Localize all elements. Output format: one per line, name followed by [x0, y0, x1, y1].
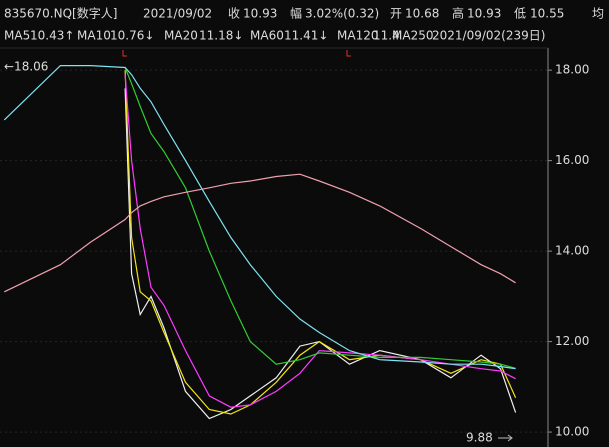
quote-label: 开: [390, 7, 402, 21]
quote-value: 10.93: [467, 7, 501, 21]
legend-name: MA250: [392, 29, 433, 43]
marker: [346, 50, 351, 57]
quote-value: 10.55: [530, 7, 564, 21]
y-tick-label: 16.00: [555, 153, 589, 167]
legend-value: 11.41↓: [284, 29, 328, 43]
quote-value: 3.02%(0.32): [305, 7, 379, 21]
quote-label: 幅: [290, 6, 302, 21]
legend-name: MA20: [164, 29, 198, 43]
quote-label: 收: [228, 7, 240, 21]
series-line: [124, 70, 517, 415]
symbol: 835670.NQ[数字人]: [4, 6, 117, 21]
series-line: [124, 88, 517, 420]
annotation: 9.88: [466, 431, 493, 445]
marker: [122, 50, 127, 57]
quote-value: 10.68: [405, 7, 439, 21]
y-tick-label: 14.00: [555, 244, 589, 258]
legend-name: MA5: [4, 29, 30, 43]
series-line: [124, 67, 516, 369]
series-line: [4, 173, 516, 293]
legend-value: 11.4: [373, 29, 400, 43]
annotation: ←18.06: [4, 60, 48, 74]
annotation-arrow: [507, 434, 513, 442]
y-tick-label: 12.00: [555, 334, 589, 348]
quote-value: 10.93: [243, 7, 277, 21]
y-tick-label: 18.00: [555, 63, 589, 77]
series-line: [3, 65, 516, 370]
legend-name: MA10: [77, 29, 111, 43]
range-label: 2021/09/02(239日): [432, 29, 545, 43]
quote-label: 低: [514, 7, 526, 21]
date: 2021/09/02: [143, 7, 212, 21]
legend-value: 10.76↓: [110, 29, 154, 43]
legend-value: 11.18↓: [199, 29, 243, 43]
y-tick-label: 10.00: [555, 425, 589, 439]
legend-name: MA120: [337, 29, 378, 43]
legend-name: MA60: [250, 29, 284, 43]
quote-extra: 均: [592, 7, 604, 21]
quote-label: 高: [452, 6, 464, 21]
legend-value: 10.43↑: [30, 29, 74, 43]
